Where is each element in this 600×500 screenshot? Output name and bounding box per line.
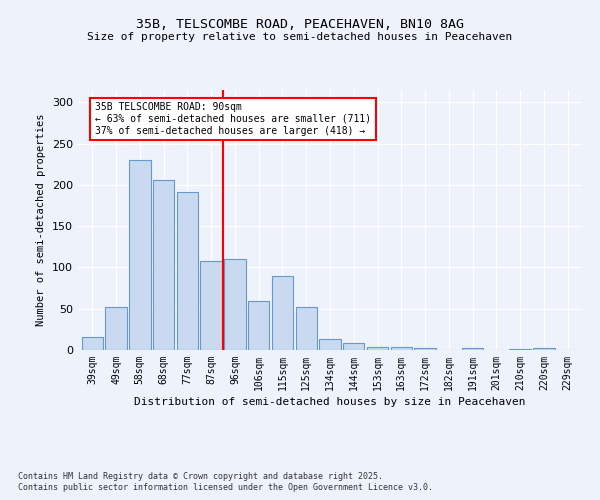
Y-axis label: Number of semi-detached properties: Number of semi-detached properties [37, 114, 46, 326]
Text: Contains public sector information licensed under the Open Government Licence v3: Contains public sector information licen… [18, 484, 433, 492]
Bar [224, 259, 245, 350]
Text: Contains HM Land Registry data © Crown copyright and database right 2025.: Contains HM Land Registry data © Crown c… [18, 472, 383, 481]
Bar [343, 342, 364, 350]
Text: 35B TELSCOMBE ROAD: 90sqm
← 63% of semi-detached houses are smaller (711)
37% of: 35B TELSCOMBE ROAD: 90sqm ← 63% of semi-… [95, 102, 371, 136]
X-axis label: Distribution of semi-detached houses by size in Peacehaven: Distribution of semi-detached houses by … [134, 397, 526, 407]
Bar [106, 307, 127, 350]
Text: Size of property relative to semi-detached houses in Peacehaven: Size of property relative to semi-detach… [88, 32, 512, 42]
Bar [415, 348, 436, 350]
Bar [176, 192, 198, 350]
Bar [367, 346, 388, 350]
Bar [391, 346, 412, 350]
Bar [296, 307, 317, 350]
Text: 35B, TELSCOMBE ROAD, PEACEHAVEN, BN10 8AG: 35B, TELSCOMBE ROAD, PEACEHAVEN, BN10 8A… [136, 18, 464, 30]
Bar [272, 276, 293, 350]
Bar [509, 349, 531, 350]
Bar [200, 261, 222, 350]
Bar [129, 160, 151, 350]
Bar [153, 180, 174, 350]
Bar [82, 337, 103, 350]
Bar [248, 302, 269, 350]
Bar [319, 340, 341, 350]
Bar [533, 348, 554, 350]
Bar [462, 348, 484, 350]
